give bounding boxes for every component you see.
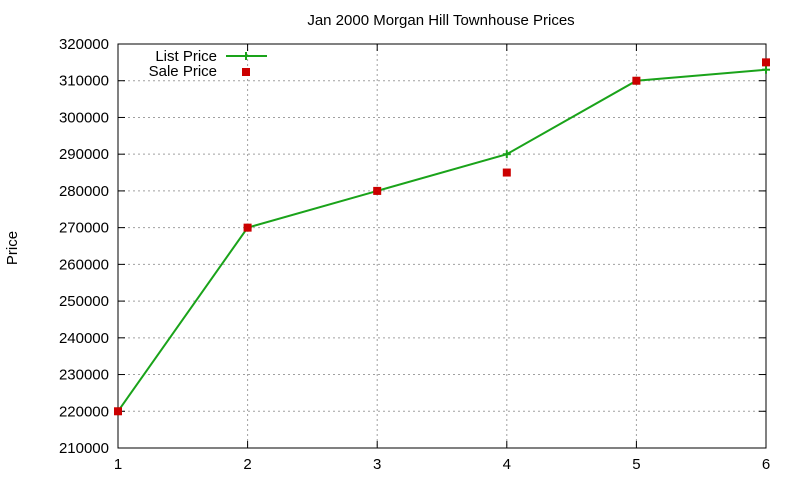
y-tick-label: 240000 bbox=[59, 330, 109, 347]
legend-swatch-sale-price bbox=[242, 68, 250, 76]
x-tick-label: 2 bbox=[243, 456, 251, 473]
series-layer bbox=[114, 58, 770, 416]
ticks-layer: 210000 220000 230000 240000 250000 260000 2700… bbox=[59, 36, 770, 473]
list-price-marker bbox=[762, 65, 770, 74]
list-price-marker bbox=[502, 150, 511, 159]
y-tick-label: 250000 bbox=[59, 293, 109, 310]
chart-title: Jan 2000 Morgan Hill Townhouse Prices bbox=[307, 12, 574, 29]
list-price-line bbox=[117, 68, 767, 412]
y-tick-label: 290000 bbox=[59, 146, 109, 163]
x-tick-label: 4 bbox=[503, 456, 511, 473]
x-tick-label: 6 bbox=[762, 456, 770, 473]
sale-price-point bbox=[762, 58, 770, 67]
plot-border bbox=[117, 43, 767, 449]
y-tick-label: 320000 bbox=[59, 36, 109, 53]
legend-label-list-price: List Price bbox=[155, 48, 217, 65]
sale-price-point bbox=[632, 76, 641, 85]
sale-price-point bbox=[373, 186, 382, 195]
legend-label-sale-price: Sale Price bbox=[149, 63, 217, 80]
y-tick-label: 270000 bbox=[59, 220, 109, 237]
y-tick-label: 310000 bbox=[59, 73, 109, 90]
sale-price-point bbox=[243, 223, 252, 232]
y-axis-label: Price bbox=[4, 231, 21, 265]
y-tick-label: 230000 bbox=[59, 367, 109, 384]
y-tick-label: 210000 bbox=[59, 440, 109, 457]
y-tick-label: 220000 bbox=[59, 403, 109, 420]
sale-price-point bbox=[114, 407, 122, 416]
y-tick-label: 260000 bbox=[59, 256, 109, 273]
x-tick-label: 3 bbox=[373, 456, 381, 473]
y-tick-label: 300000 bbox=[59, 109, 109, 126]
sale-price-point bbox=[502, 168, 511, 177]
x-tick-label: 5 bbox=[632, 456, 640, 473]
x-tick-label: 1 bbox=[114, 456, 122, 473]
legend: List Price Sale Price bbox=[149, 48, 267, 80]
grid-layer bbox=[118, 44, 766, 448]
y-tick-label: 280000 bbox=[59, 183, 109, 200]
